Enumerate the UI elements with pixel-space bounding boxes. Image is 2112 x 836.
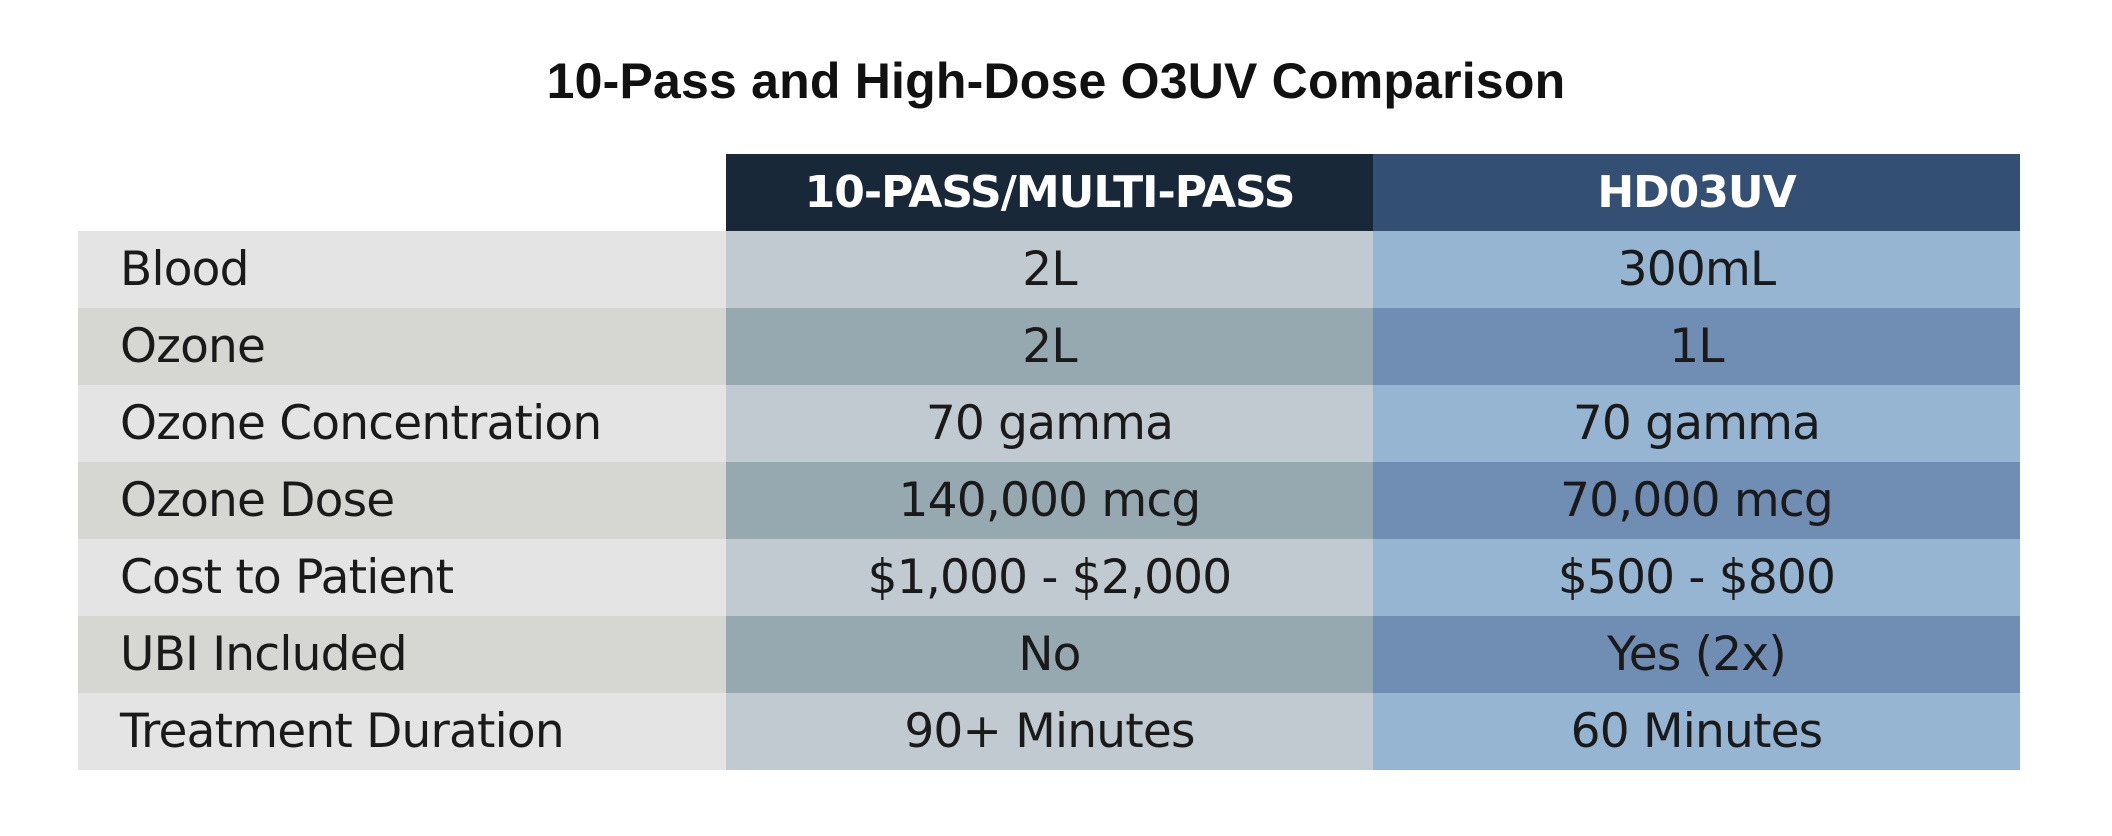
header-hd03uv: HD03UV (1373, 154, 2020, 231)
row-label: Cost to Patient (78, 539, 726, 616)
table-row: Ozone Dose 140,000 mcg 70,000 mcg (78, 462, 2020, 539)
row-label: UBI Included (78, 616, 726, 693)
comparison-table: 10-PASS/MULTI-PASS HD03UV Blood 2L 300mL… (78, 154, 2020, 770)
table-header-row: 10-PASS/MULTI-PASS HD03UV (78, 154, 2020, 231)
table-row: Ozone Concentration 70 gamma 70 gamma (78, 385, 2020, 462)
table-row: Ozone 2L 1L (78, 308, 2020, 385)
table-row: Treatment Duration 90+ Minutes 60 Minute… (78, 693, 2020, 770)
multi-pass-value: 70 gamma (726, 385, 1373, 462)
multi-pass-value: 90+ Minutes (726, 693, 1373, 770)
hd03uv-value: 1L (1373, 308, 2020, 385)
table-row: Cost to Patient $1,000 - $2,000 $500 - $… (78, 539, 2020, 616)
header-empty-cell (78, 154, 726, 231)
row-label: Ozone Concentration (78, 385, 726, 462)
row-label: Ozone Dose (78, 462, 726, 539)
row-label: Blood (78, 231, 726, 308)
row-label: Treatment Duration (78, 693, 726, 770)
table-row: Blood 2L 300mL (78, 231, 2020, 308)
page-title: 10-Pass and High-Dose O3UV Comparison (546, 53, 1566, 109)
multi-pass-value: $1,000 - $2,000 (726, 539, 1373, 616)
hd03uv-value: 300mL (1373, 231, 2020, 308)
multi-pass-value: 140,000 mcg (726, 462, 1373, 539)
row-label: Ozone (78, 308, 726, 385)
hd03uv-value: $500 - $800 (1373, 539, 2020, 616)
hd03uv-value: 60 Minutes (1373, 693, 2020, 770)
hd03uv-value: 70,000 mcg (1373, 462, 2020, 539)
multi-pass-value: 2L (726, 308, 1373, 385)
header-multi-pass: 10-PASS/MULTI-PASS (726, 154, 1373, 231)
hd03uv-value: 70 gamma (1373, 385, 2020, 462)
hd03uv-value: Yes (2x) (1373, 616, 2020, 693)
table-row: UBI Included No Yes (2x) (78, 616, 2020, 693)
multi-pass-value: 2L (726, 231, 1373, 308)
multi-pass-value: No (726, 616, 1373, 693)
